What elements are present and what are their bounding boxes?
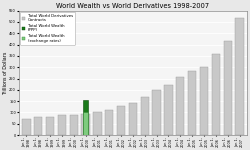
Bar — [236, 18, 244, 135]
Bar — [70, 115, 78, 135]
Bar — [22, 119, 30, 135]
Bar — [117, 106, 125, 135]
Legend: Total World Derivatives
Contracts, Total World Wealth
(PPP), Total World Wealth
: Total World Derivatives Contracts, Total… — [20, 12, 75, 45]
Bar — [34, 117, 42, 135]
Bar — [176, 77, 184, 135]
Bar — [200, 67, 208, 135]
Bar — [164, 85, 173, 135]
Bar — [141, 97, 149, 135]
Bar — [58, 115, 66, 135]
Bar — [129, 103, 137, 135]
Bar — [105, 110, 114, 135]
Bar — [224, 41, 232, 135]
Bar — [83, 112, 88, 135]
Bar — [188, 71, 196, 135]
Bar — [212, 54, 220, 135]
Bar — [46, 117, 54, 135]
Bar — [82, 114, 90, 135]
Bar — [83, 100, 88, 135]
Y-axis label: Trillions of Dollars: Trillions of Dollars — [3, 51, 8, 94]
Bar — [152, 90, 161, 135]
Title: World Wealth vs World Derivatives 1998-2007: World Wealth vs World Derivatives 1998-2… — [56, 3, 210, 9]
Bar — [93, 112, 102, 135]
